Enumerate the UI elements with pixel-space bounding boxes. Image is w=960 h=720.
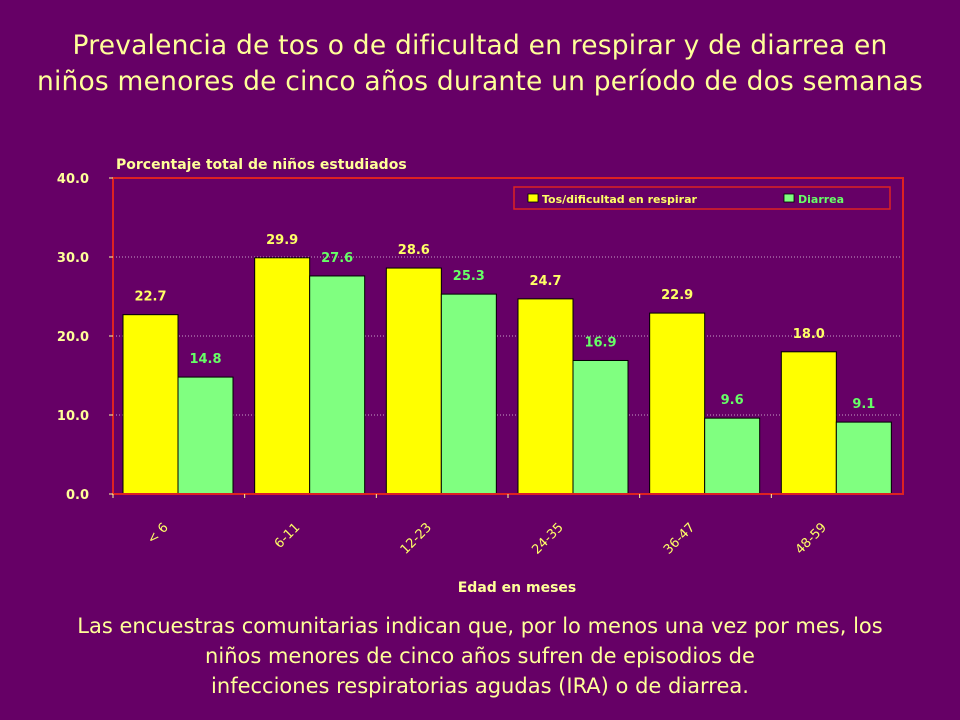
legend-swatch-tos — [527, 193, 539, 203]
footer-line-1: Las encuestras comunitarias indican que,… — [77, 614, 883, 638]
x-tick-label: < 6 — [145, 520, 172, 547]
bar-tos — [254, 257, 311, 495]
x-tick-label: 48-59 — [793, 520, 830, 557]
y-tick-label: 20.0 — [57, 330, 89, 345]
x-axis-title: Edad en meses — [458, 580, 577, 596]
x-tick-label: 36-47 — [661, 520, 698, 557]
x-tick-label: 6-11 — [272, 520, 303, 551]
chart-bars — [122, 257, 892, 495]
bar-value-label: 27.6 — [321, 251, 353, 266]
bar-value-label: 24.7 — [529, 274, 561, 289]
slide-title-line-1: Prevalencia de tos o de dificultad en re… — [72, 30, 888, 61]
y-tick-label: 30.0 — [57, 251, 89, 266]
bar-value-label: 29.9 — [266, 233, 298, 248]
bar-value-label: 18.0 — [793, 327, 825, 342]
bar-tos — [122, 314, 179, 495]
bar-value-label: 25.3 — [453, 269, 485, 284]
legend-box — [513, 186, 891, 210]
slide-footer-text: Las encuestras comunitarias indican que,… — [0, 611, 960, 701]
bar-diarrea — [440, 293, 497, 495]
bar-value-label: 9.6 — [721, 393, 744, 408]
bar-value-label: 28.6 — [398, 243, 430, 258]
footer-line-3: infecciones respiratorias agudas (IRA) o… — [211, 674, 749, 698]
slide-title-line-2: niños menores de cinco años durante un p… — [36, 66, 924, 97]
y-axis-title: Porcentaje total de niños estudiados — [116, 157, 407, 173]
bar-tos — [385, 267, 442, 495]
chart-legend: Tos/dificultad en respirar Diarrea — [513, 186, 891, 210]
legend-label-tos: Tos/dificultad en respirar — [542, 193, 698, 206]
legend-swatch-diarrea — [783, 193, 795, 203]
bar-diarrea — [704, 417, 761, 495]
y-tick-label: 40.0 — [57, 172, 89, 187]
bar-diarrea — [309, 275, 366, 495]
bar-tos — [780, 351, 837, 495]
y-tick-label: 0.0 — [66, 488, 89, 503]
footer-line-2: niños menores de cinco años sufren de ep… — [205, 644, 755, 668]
bar-diarrea — [572, 359, 629, 495]
slide-title: Prevalencia de tos o de dificultad en re… — [0, 28, 960, 100]
x-tick-label: 12-23 — [398, 520, 435, 557]
bar-tos — [517, 298, 574, 495]
bar-value-label: 16.9 — [584, 335, 616, 350]
bar-diarrea — [835, 421, 892, 495]
bar-value-label: 14.8 — [189, 352, 221, 367]
bar-value-label: 9.1 — [852, 397, 875, 412]
x-tick-label: 24-35 — [529, 520, 566, 557]
y-tick-label: 10.0 — [57, 409, 89, 424]
chart-value-labels: 22.7 14.8 29.9 27.6 28.6 25.3 24.7 16.9 22.9 9.6 1… — [134, 233, 875, 412]
bar-value-label: 22.7 — [134, 290, 166, 305]
legend-label-diarrea: Diarrea — [798, 193, 844, 206]
bar-diarrea — [177, 376, 234, 495]
bar-tos — [649, 312, 706, 495]
bar-value-label: 22.9 — [661, 288, 693, 303]
